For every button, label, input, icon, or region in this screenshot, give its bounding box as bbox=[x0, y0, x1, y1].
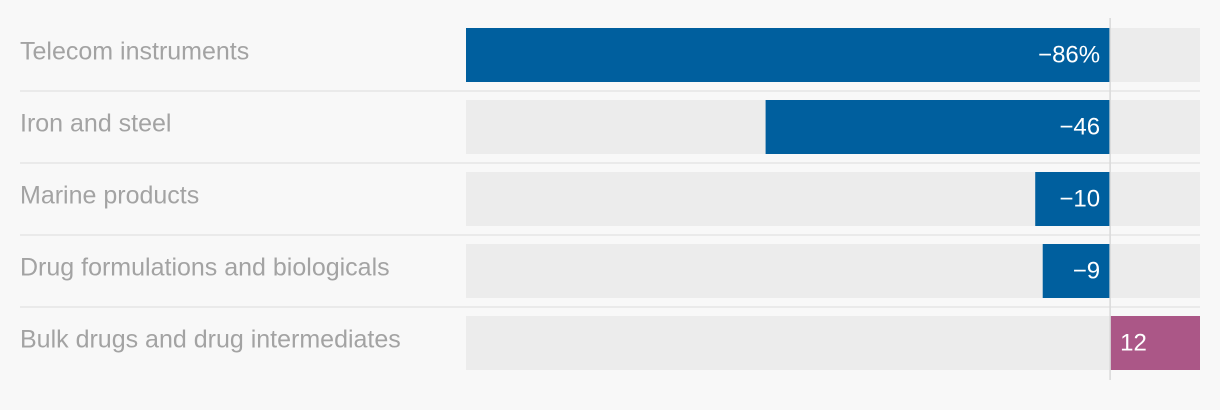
bar bbox=[1042, 244, 1111, 298]
value-label: −9 bbox=[1073, 257, 1100, 284]
category-label: Telecom instruments bbox=[20, 38, 249, 66]
bar-row: Marine products −10 bbox=[20, 172, 1200, 236]
bar-row: Telecom instruments −86% bbox=[20, 28, 1200, 92]
category-label: Marine products bbox=[20, 182, 199, 210]
category-label: Iron and steel bbox=[20, 110, 172, 138]
value-label: −46 bbox=[1059, 113, 1100, 140]
category-label: Bulk drugs and drug intermediates bbox=[20, 326, 401, 354]
value-label: −10 bbox=[1059, 185, 1100, 212]
bar bbox=[765, 100, 1111, 154]
bar-row: Bulk drugs and drug intermediates 12 bbox=[20, 316, 1200, 370]
value-label: −86% bbox=[1038, 41, 1100, 68]
bar-row: Drug formulations and biologicals −9 bbox=[20, 244, 1200, 308]
bar-row: Iron and steel −46 bbox=[20, 100, 1200, 164]
value-label: 12 bbox=[1120, 329, 1147, 356]
bar-track bbox=[466, 316, 1200, 370]
category-label: Drug formulations and biologicals bbox=[20, 254, 390, 282]
bar bbox=[1035, 172, 1111, 226]
bar bbox=[1110, 316, 1200, 370]
bar bbox=[466, 28, 1111, 82]
